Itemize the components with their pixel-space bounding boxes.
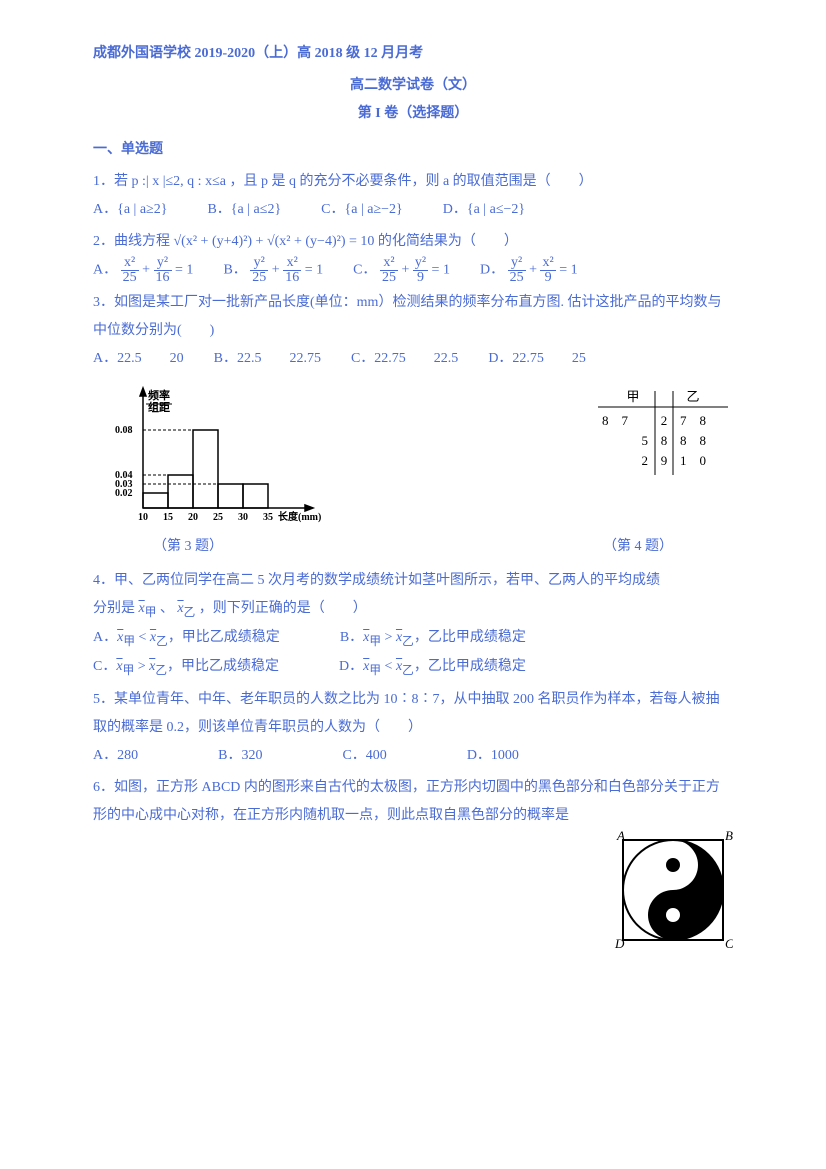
hist-ylabel1: 频率 bbox=[148, 388, 170, 402]
q2-opt-a: A． x²25 + y²16 = 1 bbox=[93, 256, 193, 285]
svg-text:30: 30 bbox=[238, 512, 248, 523]
taiji-label-b: B bbox=[725, 830, 733, 843]
q2-expr: √(x² + (y+4)²) + √(x² + (y−4)²) = 10 bbox=[174, 234, 378, 249]
q5-opt-d: D．1000 bbox=[467, 742, 519, 770]
taiji-label-c: C bbox=[725, 936, 733, 950]
stemleaf-header-left: 甲 bbox=[626, 389, 639, 404]
q5-opt-c: C．400 bbox=[342, 742, 386, 770]
svg-text:35: 35 bbox=[263, 512, 273, 523]
q6-stem: 6．如图，正方形 ABCD 内的图形来自古代的太极图，正方形内切圆中的黑色部分和… bbox=[93, 774, 733, 830]
q1-opt-a: A．{a | a≥2} bbox=[93, 196, 167, 224]
svg-text:9: 9 bbox=[661, 453, 668, 468]
histogram-figure: 频率 组距 0.08 0.04 0.03 0.02 10 15 20 bbox=[93, 383, 323, 533]
q3-caption: （第 3 题） bbox=[153, 533, 223, 561]
q4-opt-d: D．x甲 < x乙，乙比甲成绩稳定 bbox=[339, 653, 526, 682]
figure-captions: （第 3 题） （第 4 题） bbox=[93, 533, 733, 561]
q1-opt-d: D．{a | a≤−2} bbox=[443, 196, 525, 224]
svg-text:8 8: 8 8 bbox=[680, 433, 706, 448]
question-2: 2．曲线方程 √(x² + (y+4)²) + √(x² + (y−4)²) =… bbox=[93, 228, 733, 285]
hist-ytick-0.02: 0.02 bbox=[115, 488, 133, 499]
svg-text:10: 10 bbox=[138, 512, 148, 523]
hist-xlabel: 长度(mm) bbox=[278, 510, 321, 523]
q5-options: A．280 B．320 C．400 D．1000 bbox=[93, 742, 733, 770]
svg-text:1 0: 1 0 bbox=[680, 453, 706, 468]
question-4: 4．甲、乙两位同学在高二 5 次月考的数学成绩统计如茎叶图所示，若甲、乙两人的平… bbox=[93, 567, 733, 682]
q1-stem: 1．若 p :| x |≤2, q : x≤a ，且 p 是 q 的充分不必要条… bbox=[93, 168, 733, 196]
exam-title: 成都外国语学校 2019-2020（上）高 2018 级 12 月月考 bbox=[93, 40, 733, 68]
q2-options: A． x²25 + y²16 = 1 B． y²25 + x²16 = 1 C．… bbox=[93, 256, 733, 285]
svg-text:2: 2 bbox=[642, 453, 649, 468]
taiji-label-a: A bbox=[616, 830, 625, 843]
q2-opt-b: B． y²25 + x²16 = 1 bbox=[223, 256, 323, 285]
q2-opt-d: D． y²25 + x²9 = 1 bbox=[480, 256, 578, 285]
svg-text:2: 2 bbox=[661, 413, 668, 428]
q4-opt-c: C．x甲 > x乙，甲比乙成绩稳定 bbox=[93, 653, 279, 682]
q4-opt-a: A．x甲 < x乙，甲比乙成绩稳定 bbox=[93, 624, 280, 653]
svg-text:25: 25 bbox=[213, 512, 223, 523]
q1-opt-c: C．{a | a≥−2} bbox=[321, 196, 403, 224]
q4-options-row2: C．x甲 > x乙，甲比乙成绩稳定 D．x甲 < x乙，乙比甲成绩稳定 bbox=[93, 653, 733, 682]
taiji-label-d: D bbox=[614, 936, 625, 950]
q3-opt-d: D．22.75 25 bbox=[488, 345, 586, 373]
q5-stem: 5．某单位青年、中年、老年职员的人数之比为 10∶8∶7，从中抽取 200 名职… bbox=[93, 686, 733, 742]
q3-options: A．22.5 20 B．22.5 22.75 C．22.75 22.5 D．22… bbox=[93, 345, 733, 373]
q3-opt-b: B．22.5 22.75 bbox=[214, 345, 321, 373]
hist-ytick-0.08: 0.08 bbox=[115, 425, 133, 436]
q4-stem-line1: 4．甲、乙两位同学在高二 5 次月考的数学成绩统计如茎叶图所示，若甲、乙两人的平… bbox=[93, 567, 733, 595]
q1-opt-b: B．{a | a≤2} bbox=[207, 196, 281, 224]
svg-text:8 7: 8 7 bbox=[602, 413, 629, 428]
question-3: 3．如图是某工厂对一批新产品长度(单位：mm）检测结果的频率分布直方图. 估计这… bbox=[93, 289, 733, 373]
q3-stem: 3．如图是某工厂对一批新产品长度(单位：mm）检测结果的频率分布直方图. 估计这… bbox=[93, 289, 733, 345]
q2-stem: 2．曲线方程 √(x² + (y+4)²) + √(x² + (y−4)²) =… bbox=[93, 228, 733, 256]
q1-options: A．{a | a≥2} B．{a | a≤2} C．{a | a≥−2} D．{… bbox=[93, 196, 733, 224]
hist-ylabel2: 组距 bbox=[148, 400, 170, 414]
part-header: 第 I 卷（选择题） bbox=[93, 100, 733, 128]
stemleaf-figure: 甲 乙 8 7 2 7 8 5 8 8 8 2 9 1 0 bbox=[593, 383, 733, 483]
q3-opt-c: C．22.75 22.5 bbox=[351, 345, 458, 373]
q5-opt-b: B．320 bbox=[218, 742, 262, 770]
svg-text:5: 5 bbox=[642, 433, 649, 448]
q4-stem-line2: 分别是 x甲 、 x乙 ，则下列正确的是（ ） bbox=[93, 595, 733, 624]
q2-opt-c: C． x²25 + y²9 = 1 bbox=[353, 256, 450, 285]
q2-stem-prefix: 2．曲线方程 bbox=[93, 234, 174, 249]
svg-text:8: 8 bbox=[661, 433, 668, 448]
section-header: 一、单选题 bbox=[93, 136, 733, 164]
q3-opt-a: A．22.5 20 bbox=[93, 345, 184, 373]
question-6: 6．如图，正方形 ABCD 内的图形来自古代的太极图，正方形内切圆中的黑色部分和… bbox=[93, 774, 733, 961]
figures-row: 频率 组距 0.08 0.04 0.03 0.02 10 15 20 bbox=[93, 383, 733, 533]
svg-text:7 8: 7 8 bbox=[680, 413, 706, 428]
svg-text:15: 15 bbox=[163, 512, 173, 523]
q4-options-row1: A．x甲 < x乙，甲比乙成绩稳定 B．x甲 > x乙，乙比甲成绩稳定 bbox=[93, 624, 733, 653]
question-1: 1．若 p :| x |≤2, q : x≤a ，且 p 是 q 的充分不必要条… bbox=[93, 168, 733, 224]
q4-caption: （第 4 题） bbox=[603, 533, 673, 561]
exam-subtitle: 高二数学试卷（文） bbox=[93, 72, 733, 100]
q4-opt-b: B．x甲 > x乙，乙比甲成绩稳定 bbox=[340, 624, 526, 653]
q2-stem-suffix: 的化简结果为（ ） bbox=[378, 234, 518, 249]
q5-opt-a: A．280 bbox=[93, 742, 138, 770]
stemleaf-header-right: 乙 bbox=[686, 389, 699, 404]
question-5: 5．某单位青年、中年、老年职员的人数之比为 10∶8∶7，从中抽取 200 名职… bbox=[93, 686, 733, 770]
taiji-figure: A B D C bbox=[613, 830, 733, 950]
svg-text:20: 20 bbox=[188, 512, 198, 523]
